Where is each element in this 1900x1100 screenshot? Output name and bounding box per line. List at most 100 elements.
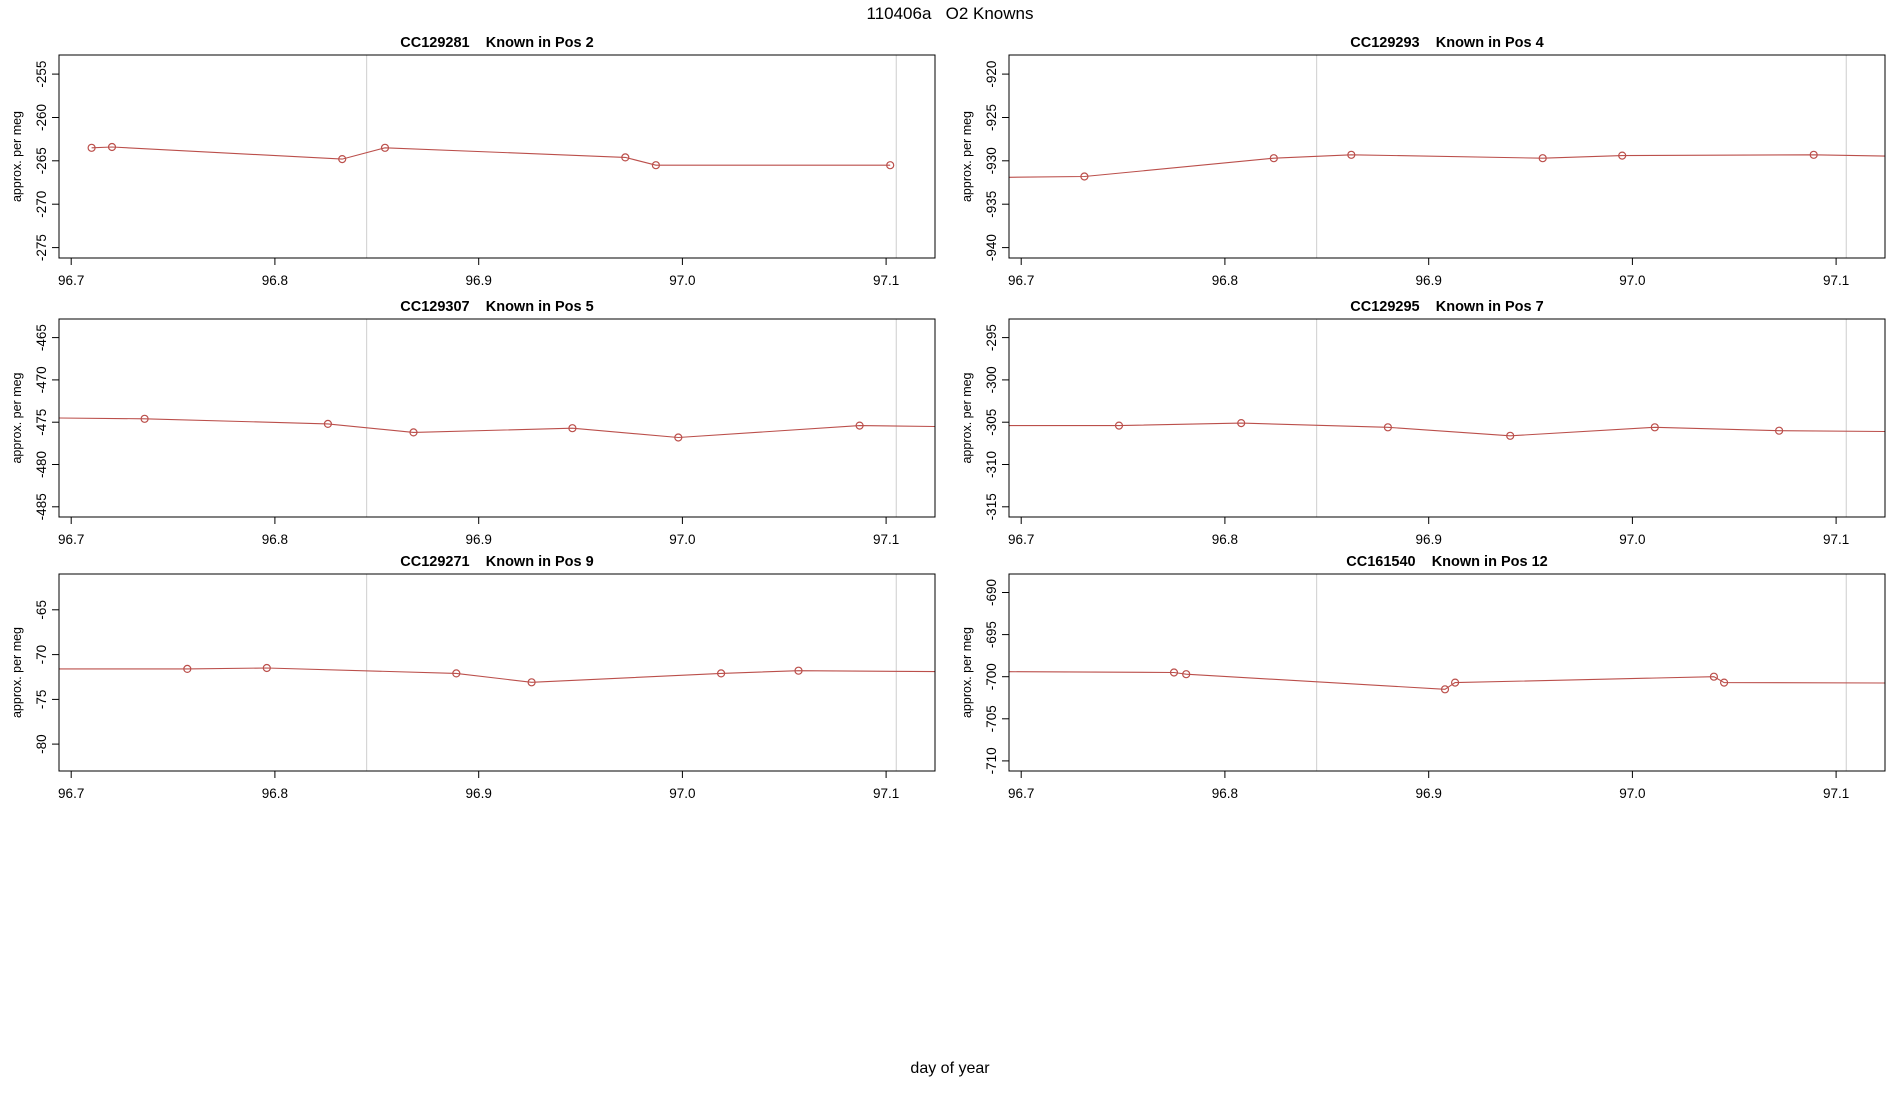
data-point-marker xyxy=(1347,150,1356,159)
data-line xyxy=(1008,154,1886,178)
x-tick-label: 97.0 xyxy=(1619,273,1645,288)
data-point-marker xyxy=(1383,423,1393,432)
y-tick-label: -690 xyxy=(984,579,999,606)
data-point-marker xyxy=(107,142,117,152)
data-point-marker xyxy=(794,666,803,675)
y-tick-label: -480 xyxy=(34,451,49,478)
panel-title: CC129293 Known in Pos 4 xyxy=(1350,35,1543,51)
x-tick-label: 97.1 xyxy=(873,273,899,288)
data-line xyxy=(1009,422,1886,437)
panel-CC129307: 96.7 96.8 96.9 97.0 97.1 -485 -480 -475 -470 -465… xyxy=(10,299,936,547)
panel-title: CC129307 Known in Pos 5 xyxy=(400,299,593,315)
plot-border xyxy=(58,54,936,259)
y-tick-label: -65 xyxy=(34,600,49,620)
panel-title: CC129281 Known in Pos 2 xyxy=(400,35,593,51)
x-tick-label: 96.7 xyxy=(58,786,84,801)
y-tick-label: -305 xyxy=(984,409,999,436)
data-line xyxy=(91,146,891,166)
x-tick-label: 97.0 xyxy=(1619,532,1645,547)
plot-border xyxy=(1008,573,1886,772)
data-point-marker xyxy=(452,669,461,678)
data-point-marker xyxy=(140,414,149,423)
data-point-marker xyxy=(886,161,895,170)
y-tick-label: -255 xyxy=(34,61,49,88)
x-tick-label: 96.7 xyxy=(1008,532,1034,547)
data-point-marker xyxy=(1506,431,1515,440)
data-point-marker xyxy=(1182,670,1191,679)
x-tick-label: 97.0 xyxy=(669,786,695,801)
plot-border xyxy=(1008,54,1886,259)
x-tick-label: 97.1 xyxy=(1823,786,1849,801)
x-tick-label: 96.8 xyxy=(262,786,288,801)
y-tick-label: -920 xyxy=(984,61,999,88)
y-tick-label: -275 xyxy=(34,234,49,261)
panel-title: CC129295 Known in Pos 7 xyxy=(1350,299,1543,315)
plot-border xyxy=(58,573,936,772)
y-tick-label: -485 xyxy=(34,493,49,520)
x-tick-label: 96.9 xyxy=(466,532,492,547)
y-axis-label: approx. per meg xyxy=(10,111,24,202)
panel-CC129271: 96.7 96.8 96.9 97.0 97.1 -80 -75 -70 -65 approx. … xyxy=(10,554,936,801)
y-tick-label: -695 xyxy=(984,621,999,648)
data-point-marker xyxy=(1440,685,1450,694)
panel-title: CC129271 Known in Pos 9 xyxy=(400,554,593,570)
data-point-marker xyxy=(409,428,418,437)
x-tick-label: 96.9 xyxy=(1416,786,1442,801)
data-line xyxy=(59,667,936,683)
x-tick-label: 97.0 xyxy=(1619,786,1645,801)
data-point-marker xyxy=(568,424,577,433)
x-tick-label: 97.0 xyxy=(669,273,695,288)
data-line xyxy=(58,417,936,439)
y-tick-label: -710 xyxy=(984,747,999,774)
x-tick-label: 96.9 xyxy=(1416,532,1442,547)
data-point-marker xyxy=(651,161,661,170)
data-point-marker xyxy=(621,153,630,162)
data-line xyxy=(1008,671,1886,690)
x-tick-label: 96.9 xyxy=(1416,273,1442,288)
y-tick-label: -315 xyxy=(984,493,999,520)
y-tick-label: -700 xyxy=(984,663,999,690)
data-point-marker xyxy=(1809,150,1818,159)
data-point-marker xyxy=(338,155,347,164)
x-axis-global-label: day of year xyxy=(910,1060,990,1077)
data-point-marker xyxy=(1709,672,1719,681)
data-point-marker xyxy=(1080,172,1089,181)
data-point-marker xyxy=(1650,423,1659,432)
x-tick-label: 96.8 xyxy=(1212,532,1238,547)
y-tick-label: -260 xyxy=(34,104,49,131)
y-tick-label: -295 xyxy=(984,324,999,351)
data-point-marker xyxy=(1114,421,1124,430)
y-tick-label: -705 xyxy=(984,705,999,732)
x-tick-label: 96.7 xyxy=(1008,786,1034,801)
data-point-marker xyxy=(674,433,683,442)
x-tick-label: 97.1 xyxy=(1823,273,1849,288)
panel-CC161540: 96.7 96.8 96.9 97.0 97.1 -710 -705 -700 -695 -690… xyxy=(960,554,1886,801)
x-tick-label: 96.9 xyxy=(466,273,492,288)
y-tick-label: -70 xyxy=(34,645,49,665)
y-tick-label: -470 xyxy=(34,366,49,393)
y-tick-label: -300 xyxy=(984,366,999,393)
data-point-marker xyxy=(1269,154,1278,163)
x-tick-label: 96.9 xyxy=(466,786,492,801)
x-tick-label: 96.8 xyxy=(1212,786,1238,801)
y-tick-label: -80 xyxy=(34,734,49,754)
x-tick-label: 96.7 xyxy=(1008,273,1034,288)
data-point-marker xyxy=(1774,426,1784,435)
panel-CC129293: 96.7 96.8 96.9 97.0 97.1 -940 -935 -930 -925 -920… xyxy=(960,35,1886,288)
data-point-marker xyxy=(1450,678,1460,687)
panel-CC129281: 96.7 96.8 96.9 97.0 97.1 -275 -270 -265 -260 -255… xyxy=(10,35,936,288)
data-point-marker xyxy=(855,421,864,430)
x-tick-label: 97.1 xyxy=(873,532,899,547)
y-tick-label: -925 xyxy=(984,104,999,131)
x-tick-label: 96.8 xyxy=(262,273,288,288)
y-tick-label: -930 xyxy=(984,147,999,174)
y-axis-label: approx. per meg xyxy=(960,627,974,718)
data-point-marker xyxy=(262,663,271,673)
data-point-marker xyxy=(87,143,96,152)
data-point-marker xyxy=(716,669,726,678)
plot-border xyxy=(1008,318,1886,518)
data-point-marker xyxy=(527,678,536,687)
data-point-marker xyxy=(1237,419,1246,428)
